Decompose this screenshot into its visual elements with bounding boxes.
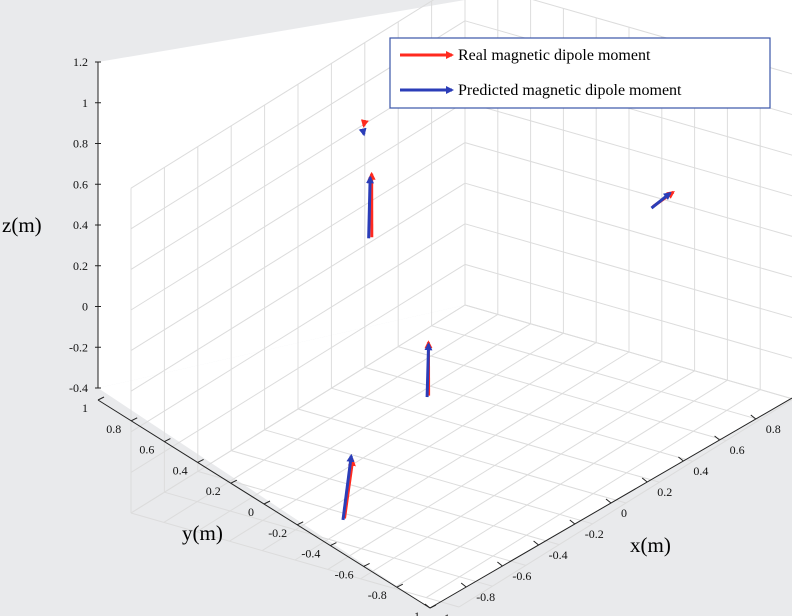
x-tick-label: -0.4 xyxy=(549,548,568,562)
predicted-dipole-arrow xyxy=(358,127,367,137)
y-tick-labels: -1 -0.8 -0.6 -0.4 -0.2 0 0.2 0.4 0.6 0.8 1 xyxy=(82,396,437,616)
floor xyxy=(98,305,792,608)
legend: Real magnetic dipole moment Predicted ma… xyxy=(389,37,771,109)
floor-grid-line xyxy=(164,491,493,587)
x-axis-label: x(m) xyxy=(630,533,671,557)
wall-grid-line xyxy=(464,101,792,197)
grid-lines xyxy=(130,0,792,608)
y-tick-mark xyxy=(429,604,437,609)
wall-grid-line xyxy=(130,182,466,392)
left-wall xyxy=(98,0,465,388)
z-tick-label: 0.4 xyxy=(73,218,88,232)
x-tick-label: -0.2 xyxy=(585,527,604,541)
x-tick-mark xyxy=(569,519,576,525)
wall-grid-line xyxy=(464,263,792,359)
legend-box xyxy=(389,37,771,109)
x-tick-label: -0.8 xyxy=(476,590,495,604)
predicted-dipole-arrow xyxy=(341,453,355,521)
y-tick-label: -0.6 xyxy=(335,567,354,581)
y-tick-label: -0.4 xyxy=(301,547,320,561)
predicted-dipole-arrow xyxy=(650,191,672,210)
y-tick-label: 0.2 xyxy=(206,484,221,498)
legend-pred-label: Predicted magnetic dipole moment xyxy=(458,82,682,99)
y-tick-mark xyxy=(263,500,271,505)
x-tick-mark xyxy=(424,603,431,609)
y-tick-mark xyxy=(97,396,105,401)
floor-grid-line xyxy=(331,387,660,483)
z-tick-label: 0.8 xyxy=(73,137,88,151)
y-tick-label: -0.2 xyxy=(268,526,287,540)
y-tick-mark xyxy=(164,438,171,443)
y-tick-mark xyxy=(197,458,204,463)
wall-grid-line xyxy=(464,142,792,237)
y-tick-mark xyxy=(330,542,337,547)
wall-grid-line xyxy=(464,304,792,400)
x-tick-mark xyxy=(533,540,539,546)
x-tick-mark xyxy=(605,498,612,504)
x-tick-mark xyxy=(497,561,503,567)
y-tick-mark xyxy=(396,583,404,588)
wall-grid-line xyxy=(130,223,466,433)
wall-grid-line xyxy=(130,304,466,514)
y-tick-label: 1 xyxy=(82,401,88,415)
x-tick-label: -0.6 xyxy=(512,569,531,583)
x-tick-label: 0.6 xyxy=(730,443,745,457)
y-tick-mark xyxy=(230,479,238,484)
y-tick-label: 0.6 xyxy=(139,443,154,457)
floor-grid-line xyxy=(231,450,560,546)
x-tick-label: 0.4 xyxy=(693,464,708,478)
dipole-arrows xyxy=(341,119,675,521)
y-tick-label: 0.4 xyxy=(173,463,188,477)
z-tick-label: -0.4 xyxy=(69,381,88,395)
z-axis-label: z(m) xyxy=(2,213,42,237)
floor-grid-line xyxy=(431,325,760,421)
z-tick-label: -0.2 xyxy=(69,340,88,354)
predicted-dipole-arrow xyxy=(424,342,433,398)
z-tick-label: 1.2 xyxy=(73,55,88,69)
y-tick-label: -1 xyxy=(410,609,420,616)
z-tick-label: 0 xyxy=(82,300,88,314)
wall-grid-line xyxy=(130,0,435,189)
floor-grid-line xyxy=(197,470,526,566)
y-axis-label: y(m) xyxy=(182,521,223,545)
z-tick-label: 0.2 xyxy=(73,259,88,273)
wall-grid-line xyxy=(130,101,466,311)
z-tick-labels: -0.4 -0.2 0 0.2 0.4 0.6 0.8 1 1.2 xyxy=(69,55,101,395)
y-tick-label: 0.8 xyxy=(106,422,121,436)
x-tick-mark xyxy=(641,477,648,483)
z-tick-label: 1 xyxy=(82,96,88,110)
x-tick-mark xyxy=(750,414,757,420)
x-tick-labels: -1 -0.8 -0.6 -0.4 -0.2 0 0.2 0.4 0.6 0.8 xyxy=(424,414,781,616)
predicted-dipole-arrow xyxy=(366,175,375,239)
y-tick-mark xyxy=(296,521,304,526)
z-tick-label: 0.6 xyxy=(73,177,88,191)
legend-real-label: Real magnetic dipole moment xyxy=(458,47,651,64)
floor-grid-line xyxy=(364,366,693,462)
y-tick-label: 0 xyxy=(248,505,254,519)
wall-grid-line xyxy=(464,182,792,278)
floor-grid-line xyxy=(264,429,593,525)
x-tick-label: 0.8 xyxy=(766,422,781,436)
wall-grid-line xyxy=(130,142,466,352)
x-tick-mark xyxy=(714,435,720,441)
y-tick-mark xyxy=(363,562,370,567)
x-tick-label: 0 xyxy=(621,506,627,520)
x-tick-mark xyxy=(678,456,684,462)
x-tick-label: 0.2 xyxy=(657,485,672,499)
y-tick-label: -0.8 xyxy=(368,588,387,602)
floor-grid-line xyxy=(398,346,727,442)
y-tick-mark xyxy=(130,417,138,422)
x-tick-mark xyxy=(460,582,467,588)
wall-grid-line xyxy=(464,223,792,319)
x-tick-label: -1 xyxy=(440,611,450,616)
wall-grid-line xyxy=(130,263,466,473)
floor-grid-line xyxy=(297,408,627,504)
